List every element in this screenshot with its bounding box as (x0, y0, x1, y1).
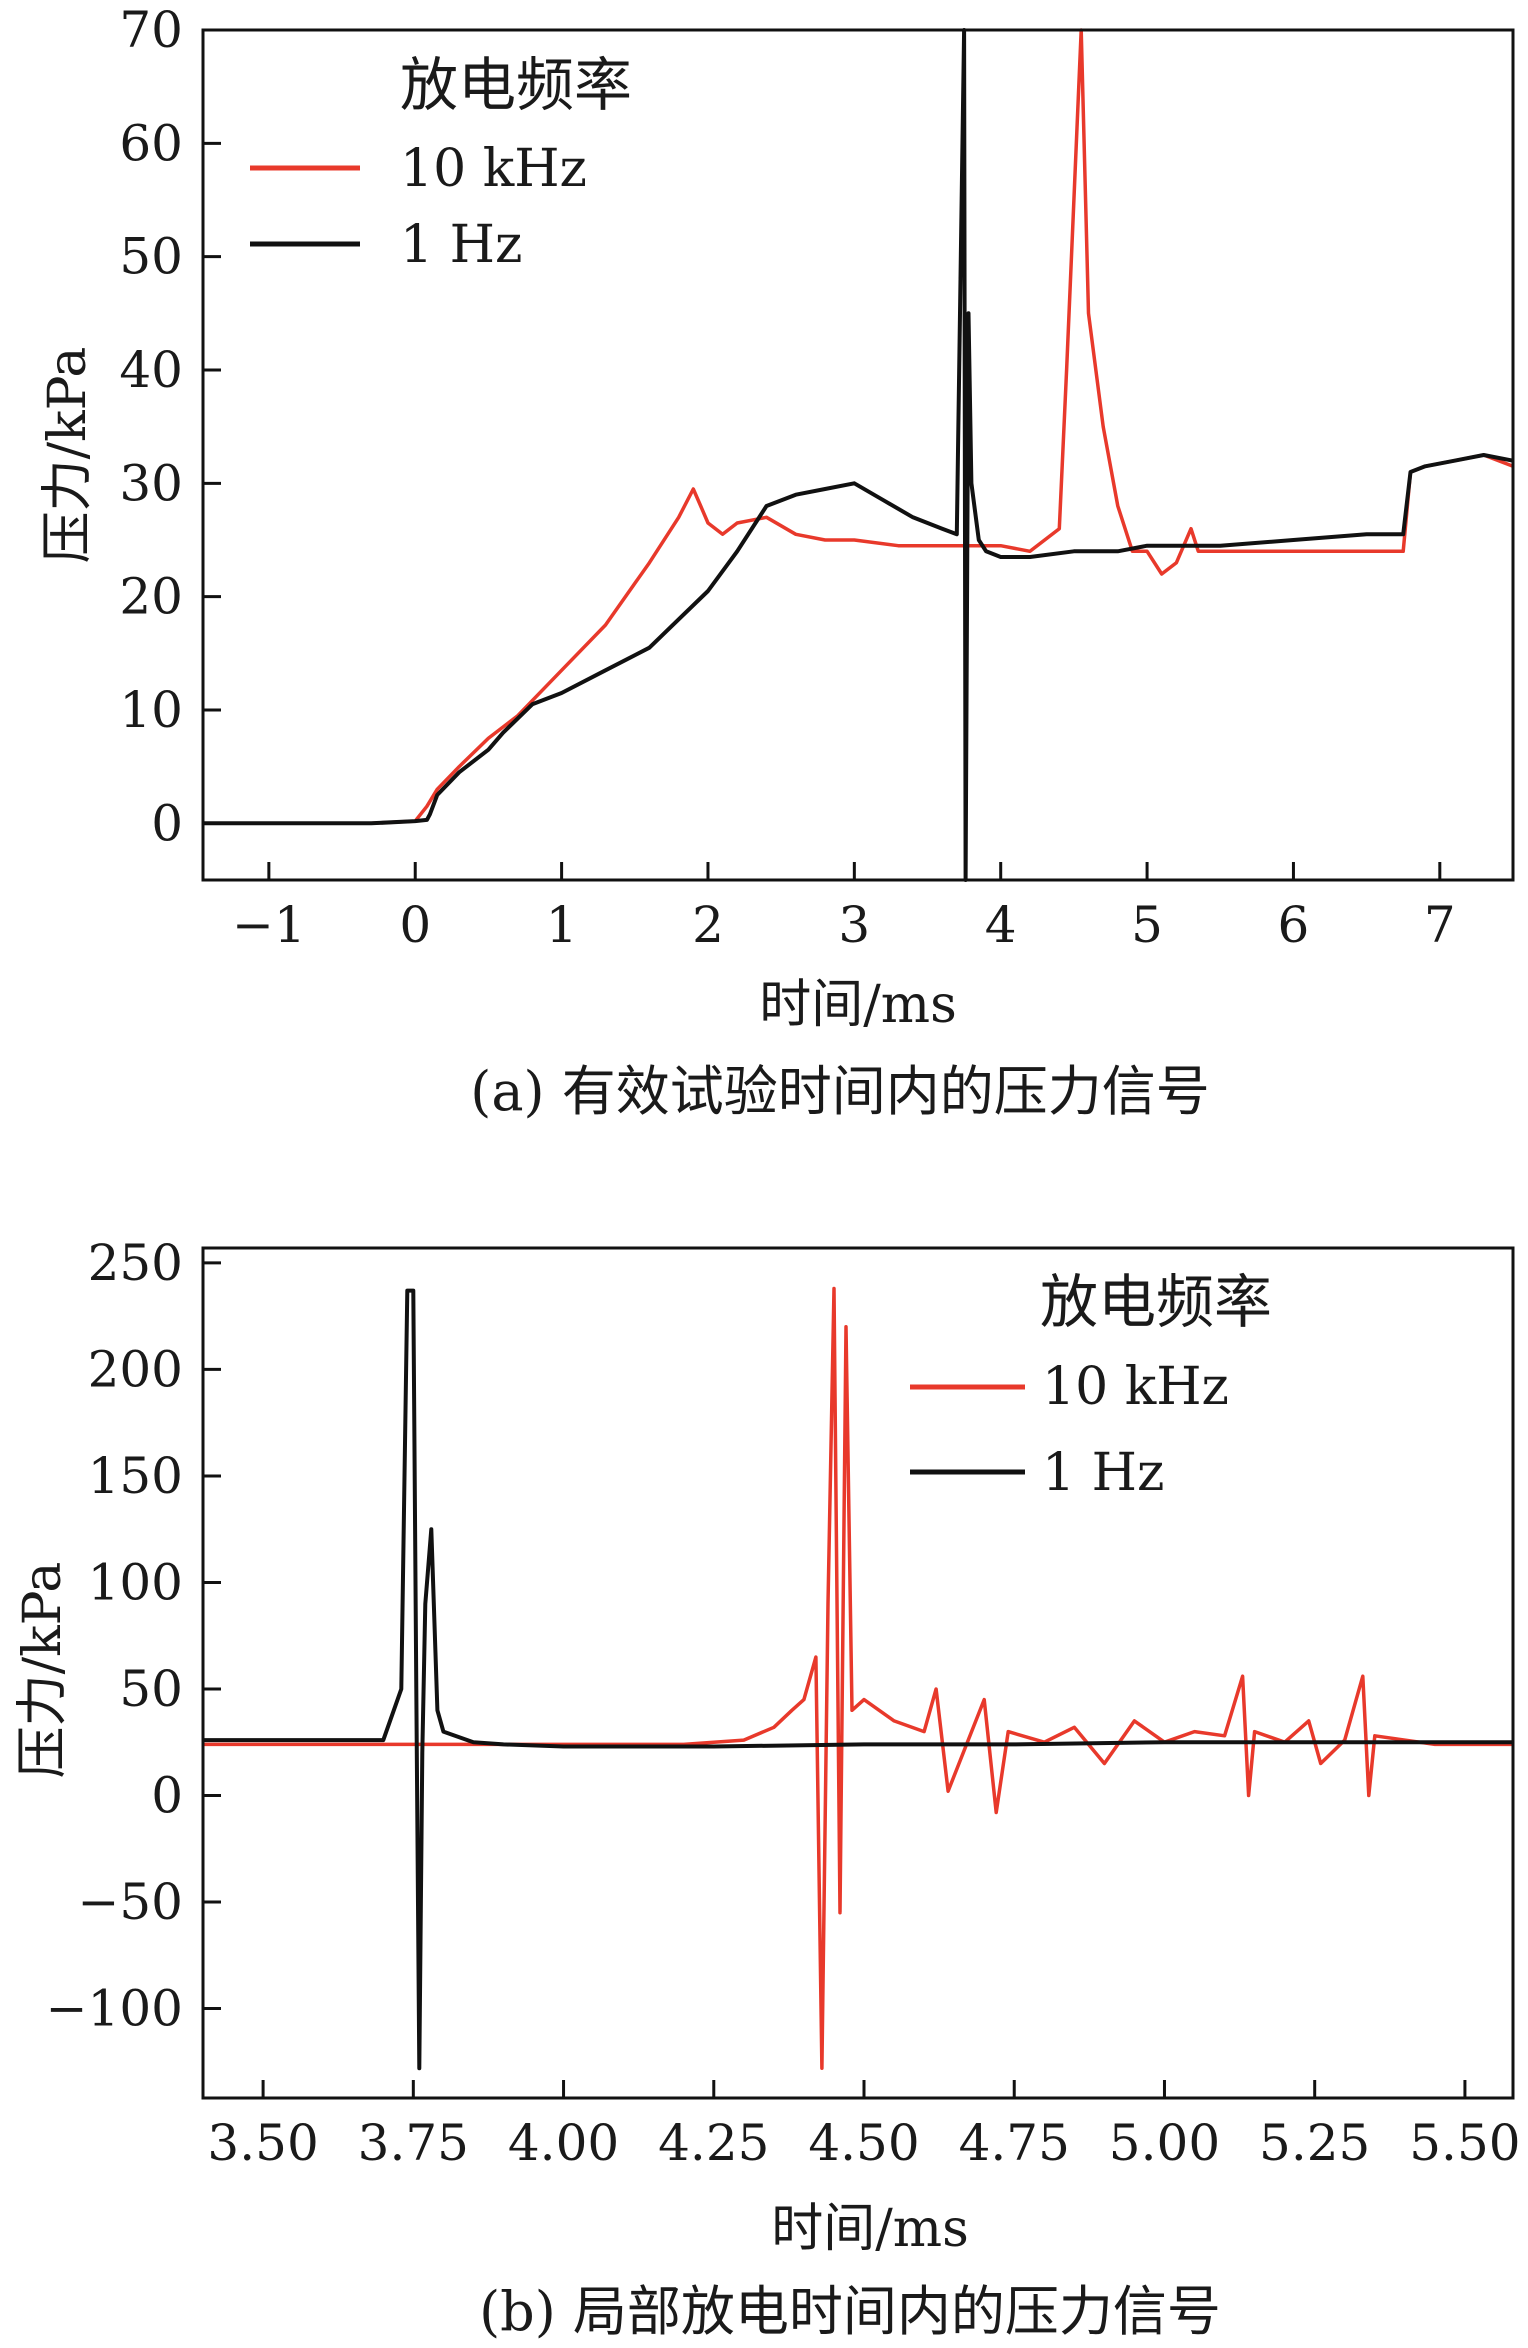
chart-b-legend-label-1hz: 1 Hz (1042, 1443, 1164, 1503)
chart-b-x-tick-label: 4.75 (959, 2114, 1070, 2172)
chart-b-x-tick-label: 5.50 (1409, 2114, 1520, 2172)
chart-a-x-axis-title: 时间/ms (759, 975, 957, 1035)
chart-a-y-tick-label: 60 (119, 114, 183, 172)
chart-a-series-1hz (203, 28, 1514, 882)
chart-b-legend: 放电频率 10 kHz 1 Hz (910, 1268, 1272, 1503)
chart-b-y-tick-label: 0 (151, 1766, 183, 1824)
chart-b-y-tick-label: −50 (77, 1873, 183, 1931)
chart-b-y-tick-label: −100 (46, 1980, 183, 2038)
chart-b-y-axis-title: 压力/kPa (13, 1562, 73, 1779)
chart-a-x-tick-label: 6 (1278, 896, 1310, 954)
chart-a-legend-label-10khz: 10 kHz (400, 139, 587, 199)
chart-a-y-tick-label: 0 (151, 794, 183, 852)
chart-b-x-tick-label: 5.25 (1259, 2114, 1370, 2172)
chart-a-x-tick-label: −1 (232, 896, 306, 954)
chart-a-legend: 放电频率 10 kHz 1 Hz (250, 51, 632, 275)
chart-a-y-tick-label: 30 (119, 454, 183, 512)
chart-a-caption: (a) 有效试验时间内的压力信号 (470, 1060, 1210, 1123)
chart-a-frame (201, 28, 1515, 882)
chart-b-x-tick-label: 4.50 (808, 2114, 919, 2172)
chart-b-series-1hz (203, 1288, 1513, 2071)
chart-a-x-tick-label: 3 (838, 896, 870, 954)
chart-b-y-tick-label: 250 (88, 1234, 183, 1292)
chart-b-caption: (b) 局部放电时间内的压力信号 (479, 2280, 1221, 2343)
chart-a-y-tick-label: 20 (119, 568, 183, 626)
chart-b-x-tick-label: 5.00 (1109, 2114, 1220, 2172)
chart-b-x-tick-label: 4.00 (508, 2114, 619, 2172)
chart-a-x-tick-label: 7 (1424, 896, 1456, 954)
chart-a-x-tick-label: 4 (985, 896, 1017, 954)
chart-b-y-tick-label: 150 (88, 1447, 183, 1505)
chart-b-frame (201, 1246, 1515, 2100)
chart-b-x-tick-label: 4.25 (658, 2114, 769, 2172)
chart-b-legend-label-10khz: 10 kHz (1042, 1357, 1229, 1417)
chart-a-legend-label-1hz: 1 Hz (400, 215, 522, 275)
chart-a-y-tick-label: 70 (119, 1, 183, 59)
chart-a-legend-title: 放电频率 (400, 51, 632, 119)
chart-a-x-tick-label: 1 (546, 896, 578, 954)
chart-a: −1 0 1 2 3 4 5 6 7 0 10 20 30 40 50 60 70 放电频率 10 kHz 1… (38, 1, 1515, 1123)
chart-a-y-axis-title: 压力/kPa (38, 347, 98, 564)
chart-b-y-tick-label: 50 (119, 1660, 183, 1718)
chart-b-legend-title: 放电频率 (1040, 1268, 1272, 1336)
chart-b-x-tick-label: 3.50 (207, 2114, 318, 2172)
chart-b-x-axis-title: 时间/ms (771, 2199, 969, 2259)
chart-b-y-tick-label: 100 (88, 1553, 183, 1611)
chart-b-series-10khz (203, 1286, 1513, 2070)
chart-b-y-tick-label: 200 (88, 1340, 183, 1398)
chart-b: 3.50 3.75 4.00 4.25 4.50 4.75 5.00 5.25 5.50 −10… (13, 1234, 1521, 2343)
chart-a-series-10khz (203, 28, 1514, 826)
chart-a-x-tick-label: 5 (1131, 896, 1163, 954)
chart-a-x-tick-label: 2 (692, 896, 724, 954)
chart-a-y-tick-label: 40 (119, 341, 183, 399)
chart-b-x-tick-label: 3.75 (358, 2114, 469, 2172)
chart-a-y-tick-label: 50 (119, 228, 183, 286)
chart-a-x-tick-label: 0 (399, 896, 431, 954)
chart-a-y-tick-label: 10 (119, 681, 183, 739)
